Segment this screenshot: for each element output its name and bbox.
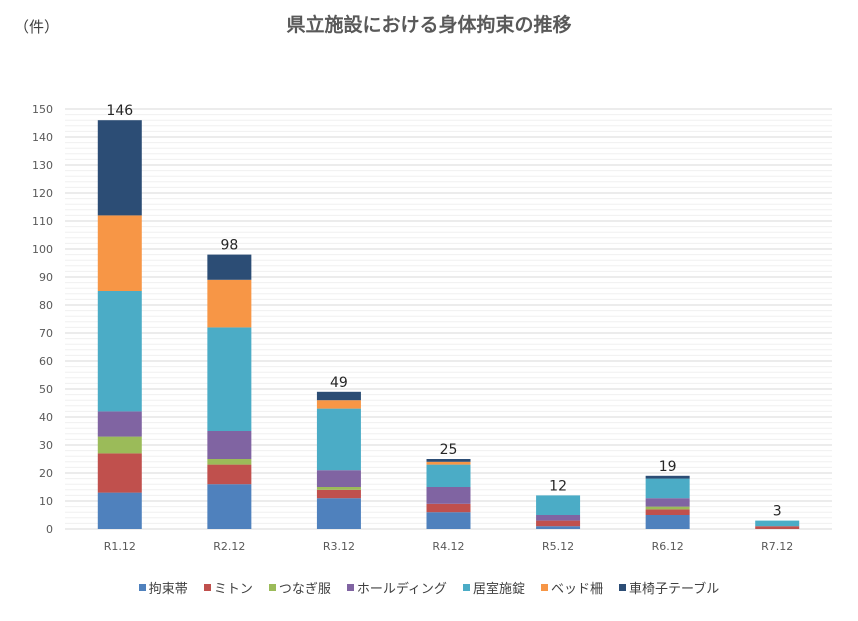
x-tick-label: R3.12 [323, 540, 355, 553]
total-label: 25 [440, 442, 458, 458]
bar-segment [536, 526, 581, 529]
bar-segment [426, 487, 471, 504]
total-label: 12 [549, 478, 567, 494]
legend-label: ベッド柵 [550, 582, 603, 597]
total-label: 19 [659, 459, 677, 475]
total-label: 49 [330, 375, 348, 391]
legend-swatch [138, 584, 146, 591]
unit-label: （件） [14, 18, 60, 36]
bar-segment [645, 475, 690, 479]
y-tick-label: 150 [32, 103, 53, 116]
bar-segment [645, 498, 690, 507]
bar-segment [316, 487, 361, 490]
chart-title: 県立施設における身体拘束の推移 [286, 14, 572, 36]
bar-segment [645, 506, 690, 510]
bar-segment [755, 526, 800, 529]
bar-segment [316, 489, 361, 499]
bar-segment [426, 503, 471, 513]
legend-swatch [540, 584, 548, 591]
legend-item: 拘束帯 [138, 578, 188, 597]
legend-item: 車椅子テーブル [618, 578, 720, 597]
legend-swatch [203, 584, 211, 591]
x-tick-label: R4.12 [432, 540, 464, 553]
legend-label: 居室施錠 [472, 582, 525, 597]
bar-segment [316, 470, 361, 487]
x-tick-label: R2.12 [213, 540, 245, 553]
y-tick-label: 110 [32, 215, 53, 228]
bar-segment [426, 461, 471, 465]
legend-label: 拘束帯 [148, 582, 188, 597]
legend-item: ベッド柵 [540, 578, 603, 597]
bar-segment [97, 436, 142, 454]
bar-segment [645, 509, 690, 515]
x-tick-label: R1.12 [104, 540, 136, 553]
total-label: 3 [773, 504, 782, 520]
bar-segment [316, 498, 361, 529]
bar-segment [97, 120, 142, 216]
legend-item: ホールディング [346, 578, 447, 597]
y-tick-label: 100 [32, 243, 53, 256]
y-tick-label: 0 [46, 523, 53, 536]
legend-swatch [346, 584, 354, 591]
y-tick-label: 60 [39, 355, 53, 368]
x-tick-label: R7.12 [761, 540, 793, 553]
x-tick-label: R5.12 [542, 540, 574, 553]
bar-segment [207, 459, 252, 465]
y-tick-label: 70 [39, 327, 53, 340]
bar-segment [207, 464, 252, 485]
legend-label: つなぎ服 [278, 582, 331, 597]
y-tick-label: 30 [39, 439, 53, 452]
bar-segment [536, 520, 581, 527]
bar-segment [97, 291, 142, 412]
legend-label: ミトン [213, 582, 253, 597]
legend-item: つなぎ服 [268, 578, 331, 597]
bar-segment [426, 464, 471, 487]
legend-label: 車椅子テーブル [628, 582, 720, 597]
bar-segment [207, 279, 252, 328]
legend: 拘束帯 ミトン つなぎ服 ホールディング 居室施錠 ベッド柵 車椅子テーブル [0, 578, 858, 597]
legend-item: ミトン [203, 578, 253, 597]
y-tick-label: 120 [32, 187, 53, 200]
legend-item: 居室施錠 [462, 578, 525, 597]
legend-swatch [268, 584, 276, 591]
bar-segment [316, 408, 361, 471]
legend-label: ホールディング [356, 582, 447, 597]
bar-segment [426, 512, 471, 529]
total-label: 98 [220, 238, 238, 254]
bar-segment [316, 400, 361, 409]
bar-segment [97, 453, 142, 493]
total-label: 146 [106, 103, 133, 119]
bar-segment [97, 492, 142, 529]
bar-segment [207, 484, 252, 529]
bar-segment [97, 411, 142, 437]
y-tick-label: 130 [32, 159, 53, 172]
bar-segment [755, 520, 800, 527]
bar-segment [426, 459, 471, 462]
bar-segment [536, 495, 581, 515]
bar-segment [536, 515, 581, 521]
legend-swatch [462, 584, 470, 591]
bar-segment [645, 515, 690, 529]
bar-segment [207, 254, 252, 280]
y-tick-label: 40 [39, 411, 53, 424]
y-tick-label: 140 [32, 131, 53, 144]
x-tick-label: R6.12 [652, 540, 684, 553]
legend-swatch [618, 584, 626, 591]
bar-segment [645, 478, 690, 499]
y-tick-label: 50 [39, 383, 53, 396]
y-tick-label: 10 [39, 495, 53, 508]
bar-segment [207, 327, 252, 431]
bar-segment [97, 215, 142, 291]
y-tick-label: 20 [39, 467, 53, 480]
y-tick-label: 90 [39, 271, 53, 284]
bar-segment [207, 431, 252, 459]
bar-segment [316, 391, 361, 401]
y-tick-label: 80 [39, 299, 53, 312]
